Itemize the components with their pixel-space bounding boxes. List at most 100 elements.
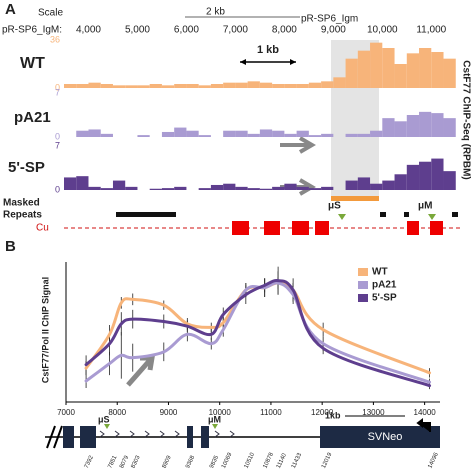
- legend-swatch: [358, 281, 368, 289]
- coverage-bar: [76, 84, 89, 88]
- coverage-bar: [174, 84, 187, 88]
- coverage-bar: [88, 129, 101, 137]
- coverage-bar: [125, 85, 138, 88]
- coverage-bar: [431, 113, 444, 137]
- coverage-bar: [223, 82, 236, 88]
- coverage-bar: [296, 186, 309, 190]
- coverage-bar: [198, 85, 211, 88]
- masked-label: Masked: [3, 198, 40, 209]
- x-tick-label: 4,000: [76, 25, 101, 36]
- position-label: 7851: [107, 454, 118, 469]
- coverage-bar: [345, 133, 358, 137]
- coverage-bar: [137, 85, 150, 88]
- coverage-bar: [272, 84, 285, 88]
- position-label: 11140: [276, 452, 288, 469]
- marker: [104, 424, 218, 429]
- coverage-bar: [198, 188, 211, 190]
- x-tick-label: 8,000: [272, 25, 297, 36]
- coverage-bar: [431, 158, 444, 190]
- coverage-bar: [370, 183, 383, 190]
- position-label: 8303: [131, 454, 142, 469]
- coverage-bar: [137, 135, 150, 137]
- track-label: WT: [20, 55, 45, 72]
- y-axis-label: CstF77 ChIP-Seq (RPBM): [460, 60, 471, 179]
- coverage-bar: [88, 186, 101, 190]
- position-label: 8909: [162, 454, 173, 469]
- x-tick-label: 7000: [57, 408, 75, 417]
- coverage-bar: [259, 82, 273, 88]
- coverage-bar: [284, 183, 297, 190]
- x-tick-label: 5,000: [125, 25, 150, 36]
- coverage-bar: [272, 186, 285, 190]
- cassette-label: SVNeo: [368, 431, 403, 443]
- coverage-bar: [76, 130, 89, 137]
- coverage-bar: [198, 135, 211, 137]
- coverage-bar: [431, 52, 444, 88]
- ruler-label: 1 kb: [257, 44, 279, 56]
- x-tick-label: 10000: [209, 408, 232, 417]
- exon: [232, 221, 249, 235]
- y-axis-label: CstF77/Pol II ChIP Signal: [40, 277, 50, 383]
- coverage-bar: [186, 84, 199, 88]
- coverage-bar: [247, 81, 260, 88]
- coverage-bar: [406, 53, 420, 88]
- coverage-bar: [210, 84, 224, 88]
- coverage-bar: [64, 84, 77, 88]
- coverage-bar: [321, 186, 334, 190]
- repeats-label: Repeats: [3, 210, 42, 221]
- gene-label: Cu: [36, 223, 49, 234]
- mu-s-label: μS: [328, 201, 341, 212]
- highlight-bar: [331, 196, 379, 201]
- assembly-label: pR-SP6_Igm: [301, 14, 358, 25]
- position-label: 8079: [119, 454, 130, 469]
- x-tick-label: 7,000: [223, 25, 248, 36]
- coverage-bar: [235, 130, 248, 137]
- y-tick-label: 0: [55, 184, 60, 194]
- coverage-bar: [443, 58, 456, 88]
- promoter-arrow: [416, 418, 431, 432]
- x-tick-label: 8000: [108, 408, 126, 417]
- mu-m-label: μM: [418, 201, 432, 212]
- coverage-bar: [284, 133, 297, 137]
- marker: [338, 214, 436, 220]
- cassette: [320, 426, 440, 448]
- coverage-bar: [247, 133, 260, 137]
- position-label: 11433: [291, 452, 304, 470]
- position-label: 10069: [221, 451, 234, 469]
- repeat-block: [380, 212, 386, 217]
- coverage-bar: [406, 115, 420, 137]
- arrow: [280, 136, 316, 154]
- coverage-bar: [161, 85, 175, 88]
- legend-swatch: [358, 294, 368, 302]
- repeat-block: [116, 212, 176, 217]
- coverage-bar: [308, 82, 322, 88]
- coverage-bar: [210, 184, 224, 190]
- exon: [430, 221, 443, 235]
- repeat-block: [404, 212, 409, 217]
- y-tick-label: 7: [55, 140, 60, 150]
- y-tick-label: 7: [55, 87, 60, 97]
- break-mark: [46, 425, 63, 449]
- coverage-bar: [76, 176, 89, 190]
- position-label: 7392: [84, 454, 95, 469]
- exon: [80, 426, 96, 448]
- coverage-bar: [308, 188, 322, 190]
- exons: [232, 221, 443, 235]
- coverage-bar: [161, 188, 175, 190]
- coverage-bar: [370, 130, 383, 137]
- coverage-bar: [149, 84, 162, 88]
- arrow: [126, 355, 155, 387]
- coverage-bar: [394, 121, 407, 137]
- coverage-bar: [321, 81, 334, 88]
- coverage-bar: [161, 131, 175, 137]
- x-tick-label: 14000: [414, 408, 437, 417]
- coverage-bar: [100, 188, 113, 190]
- coverage-bar: [382, 118, 395, 137]
- coverage-bar: [272, 130, 285, 137]
- exon: [63, 426, 74, 448]
- track-label: pA21: [14, 109, 51, 126]
- coverage-bar: [357, 133, 371, 137]
- coverage-bar: [235, 186, 248, 190]
- coverage-bar: [419, 161, 432, 190]
- coverage-bar: [125, 186, 138, 190]
